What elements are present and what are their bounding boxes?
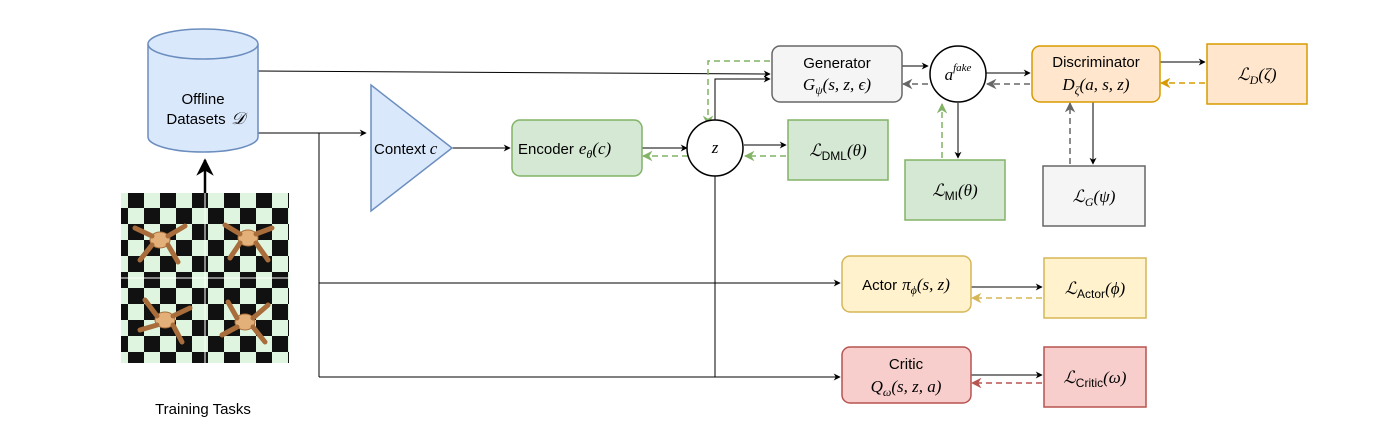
loss-dml-box [787, 119, 889, 181]
loss-dml-node: ℒDML(θ) [787, 119, 889, 181]
actor-box [841, 255, 972, 313]
actor-label: Actor πϕ(s, z) [862, 275, 950, 297]
z-node: z [686, 119, 744, 177]
offline-dataset-node: Offline Datasets 𝒟 [147, 28, 259, 153]
generator-box [771, 45, 903, 103]
a-fake-circle [929, 45, 987, 103]
gradient-connectors [641, 60, 1205, 389]
dataset-cylinder-top [147, 28, 259, 60]
encoder-label: Encoder eθ(c) [518, 139, 612, 161]
encoder-node: Encoder eθ(c) [511, 119, 643, 177]
generator-node: Generator Gψ(s, z, ϵ) [771, 45, 903, 103]
critic-node: Critic Qω(s, z, a) [841, 346, 972, 404]
z-symbol: z [711, 138, 719, 157]
training-tasks-image: Training Tasks [121, 193, 289, 418]
loss-actor-label: ℒActor(ϕ) [1065, 279, 1126, 301]
generator-fn: Gψ(s, z, ϵ) [803, 75, 871, 97]
context-triangle [370, 83, 454, 213]
loss-critic-label: ℒCritic(ω) [1064, 368, 1127, 390]
ant-robot-3 [137, 297, 193, 345]
discriminator-label: Discriminator [1052, 54, 1140, 71]
grad-generator-z [702, 60, 770, 127]
loss-g-label: ℒG(ψ) [1073, 187, 1116, 209]
loss-mi-label: ℒMI(θ) [932, 181, 978, 203]
ant-robot-2 [222, 222, 275, 263]
edge-z-generator [714, 75, 771, 120]
loss-d-node: ℒD(ζ) [1206, 43, 1308, 105]
actor-node: Actor πϕ(s, z) [841, 255, 972, 313]
a-fake-node: afake [929, 45, 987, 103]
critic-fn: Qω(s, z, a) [871, 377, 942, 399]
edge-dataset-generator [257, 70, 771, 78]
z-circle [686, 119, 744, 177]
dataset-label-line2: Datasets [166, 111, 225, 128]
loss-g-box [1042, 165, 1146, 227]
dataset-label-line1: Offline [181, 91, 224, 108]
discriminator-fn: Dζ(a, s, z) [1061, 75, 1130, 97]
critic-label: Critic [889, 356, 924, 373]
loss-mi-box [904, 159, 1006, 221]
context-node: Context c [370, 83, 454, 213]
dataset-symbol: 𝒟 [231, 109, 248, 128]
critic-box [841, 346, 972, 404]
generator-label: Generator [803, 55, 871, 72]
ant-robot-4 [219, 299, 271, 345]
loss-actor-box [1043, 257, 1147, 319]
dataset-cylinder-body [147, 44, 259, 153]
discriminator-box [1031, 45, 1161, 103]
connectors [196, 58, 1206, 381]
loss-actor-node: ℒActor(ϕ) [1043, 257, 1147, 319]
loss-dml-label: ℒDML(θ) [809, 141, 867, 163]
a-fake-symbol: afake [945, 62, 972, 84]
loss-mi-node: ℒMI(θ) [904, 159, 1006, 221]
discriminator-node: Discriminator Dζ(a, s, z) [1031, 45, 1161, 103]
ant-robot-1 [132, 223, 188, 265]
context-label: Context c [374, 139, 438, 158]
training-tasks-caption: Training Tasks [155, 401, 251, 418]
encoder-box [511, 119, 643, 177]
loss-critic-node: ℒCritic(ω) [1043, 346, 1147, 408]
loss-critic-box [1043, 346, 1147, 408]
loss-d-label: ℒD(ζ) [1237, 65, 1276, 87]
loss-g-node: ℒG(ψ) [1042, 165, 1146, 227]
loss-d-box [1206, 43, 1308, 105]
